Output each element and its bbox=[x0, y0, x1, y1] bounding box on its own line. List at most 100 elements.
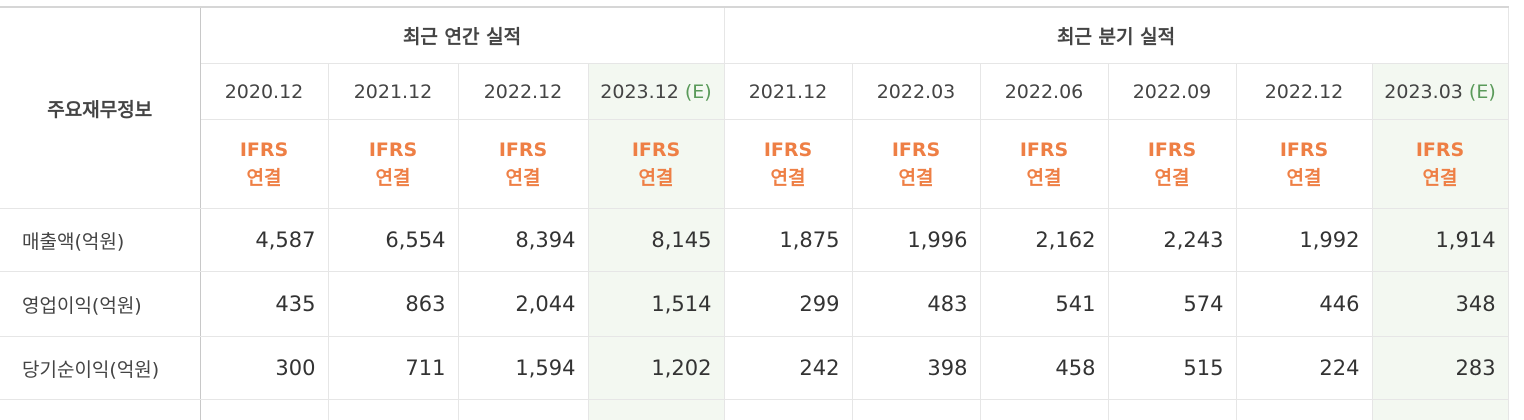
value-cell: 435 bbox=[200, 272, 328, 337]
value-cell: 8,394 bbox=[458, 209, 588, 272]
period-date: 2021.12 bbox=[354, 81, 433, 103]
scope: 연결 bbox=[853, 164, 980, 192]
scope: 연결 bbox=[1109, 164, 1236, 192]
period-header: 2022.06 bbox=[980, 64, 1108, 120]
value-cell: 6,554 bbox=[328, 209, 458, 272]
scope: 연결 bbox=[329, 164, 458, 192]
period-header: 2022.12 bbox=[1236, 64, 1372, 120]
filler-cell bbox=[458, 400, 588, 420]
value-cell: 2,044 bbox=[458, 272, 588, 337]
period-header: 2021.12 bbox=[724, 64, 852, 120]
date-row: 2020.12 2021.12 2022.12 2023.12 (E) 2021.12 2… bbox=[0, 64, 1508, 120]
scope: 연결 bbox=[589, 164, 724, 192]
group-header: 최근 분기 실적 bbox=[724, 7, 1508, 64]
value-cell: 1,514 bbox=[588, 272, 724, 337]
value-cell: 863 bbox=[328, 272, 458, 337]
value-cell: 300 bbox=[200, 337, 328, 400]
period-date: 2022.12 bbox=[484, 81, 563, 103]
period-date: 2020.12 bbox=[225, 81, 304, 103]
value-cell: 1,594 bbox=[458, 337, 588, 400]
basis: IFRS bbox=[201, 136, 328, 164]
filler-cell bbox=[588, 400, 724, 420]
value-cell: 8,145 bbox=[588, 209, 724, 272]
value-cell: 1,202 bbox=[588, 337, 724, 400]
row-label: 영업이익(억원) bbox=[0, 272, 200, 337]
row-label: 당기순이익(억원) bbox=[0, 337, 200, 400]
value-cell: 1,996 bbox=[852, 209, 980, 272]
filler-cell bbox=[980, 400, 1108, 420]
value-cell: 398 bbox=[852, 337, 980, 400]
period-header: 2023.03 (E) bbox=[1372, 64, 1508, 120]
value-cell: 299 bbox=[724, 272, 852, 337]
filler-cell bbox=[1108, 400, 1236, 420]
value-cell: 224 bbox=[1236, 337, 1372, 400]
period-date: 2021.12 bbox=[749, 81, 828, 103]
value-cell: 4,587 bbox=[200, 209, 328, 272]
value-cell: 1,875 bbox=[724, 209, 852, 272]
period-header: 2022.03 bbox=[852, 64, 980, 120]
period-header: 2020.12 bbox=[200, 64, 328, 120]
filler-cell bbox=[852, 400, 980, 420]
scope: 연결 bbox=[1373, 164, 1508, 192]
period-date: 2022.06 bbox=[1005, 81, 1084, 103]
value-cell: 1,992 bbox=[1236, 209, 1372, 272]
estimate-mark: (E) bbox=[685, 81, 712, 103]
value-cell: 574 bbox=[1108, 272, 1236, 337]
basis: IFRS bbox=[853, 136, 980, 164]
basis: IFRS bbox=[1237, 136, 1372, 164]
scope: 연결 bbox=[459, 164, 588, 192]
scope: 연결 bbox=[1237, 164, 1372, 192]
period-date: 2022.09 bbox=[1133, 81, 1212, 103]
basis: IFRS bbox=[459, 136, 588, 164]
value-cell: 711 bbox=[328, 337, 458, 400]
value-cell: 348 bbox=[1372, 272, 1508, 337]
value-cell: 541 bbox=[980, 272, 1108, 337]
basis: IFRS bbox=[725, 136, 852, 164]
period-date: 2022.03 bbox=[877, 81, 956, 103]
filler-cell bbox=[328, 400, 458, 420]
scope: 연결 bbox=[201, 164, 328, 192]
value-cell: 515 bbox=[1108, 337, 1236, 400]
period-header: 2022.12 bbox=[458, 64, 588, 120]
period-header: 2021.12 bbox=[328, 64, 458, 120]
period-date: 2023.12 bbox=[600, 81, 679, 103]
filler-cell bbox=[200, 400, 328, 420]
filler-row bbox=[0, 400, 1508, 420]
scope: 연결 bbox=[981, 164, 1108, 192]
value-cell: 283 bbox=[1372, 337, 1508, 400]
basis: IFRS bbox=[1109, 136, 1236, 164]
basis: IFRS bbox=[589, 136, 724, 164]
period-date: 2022.12 bbox=[1265, 81, 1344, 103]
filler-cell bbox=[1236, 400, 1372, 420]
period-date: 2023.03 bbox=[1384, 81, 1463, 103]
value-cell: 242 bbox=[724, 337, 852, 400]
value-cell: 458 bbox=[980, 337, 1108, 400]
basis: IFRS bbox=[329, 136, 458, 164]
basis: IFRS bbox=[1373, 136, 1508, 164]
value-cell: 1,914 bbox=[1372, 209, 1508, 272]
period-header: 2022.09 bbox=[1108, 64, 1236, 120]
value-cell: 483 bbox=[852, 272, 980, 337]
filler-cell bbox=[1372, 400, 1508, 420]
row-label: 매출액(억원) bbox=[0, 209, 200, 272]
value-cell: 2,162 bbox=[980, 209, 1108, 272]
group-header: 최근 연간 실적 bbox=[200, 7, 724, 64]
filler-cell bbox=[0, 400, 200, 420]
